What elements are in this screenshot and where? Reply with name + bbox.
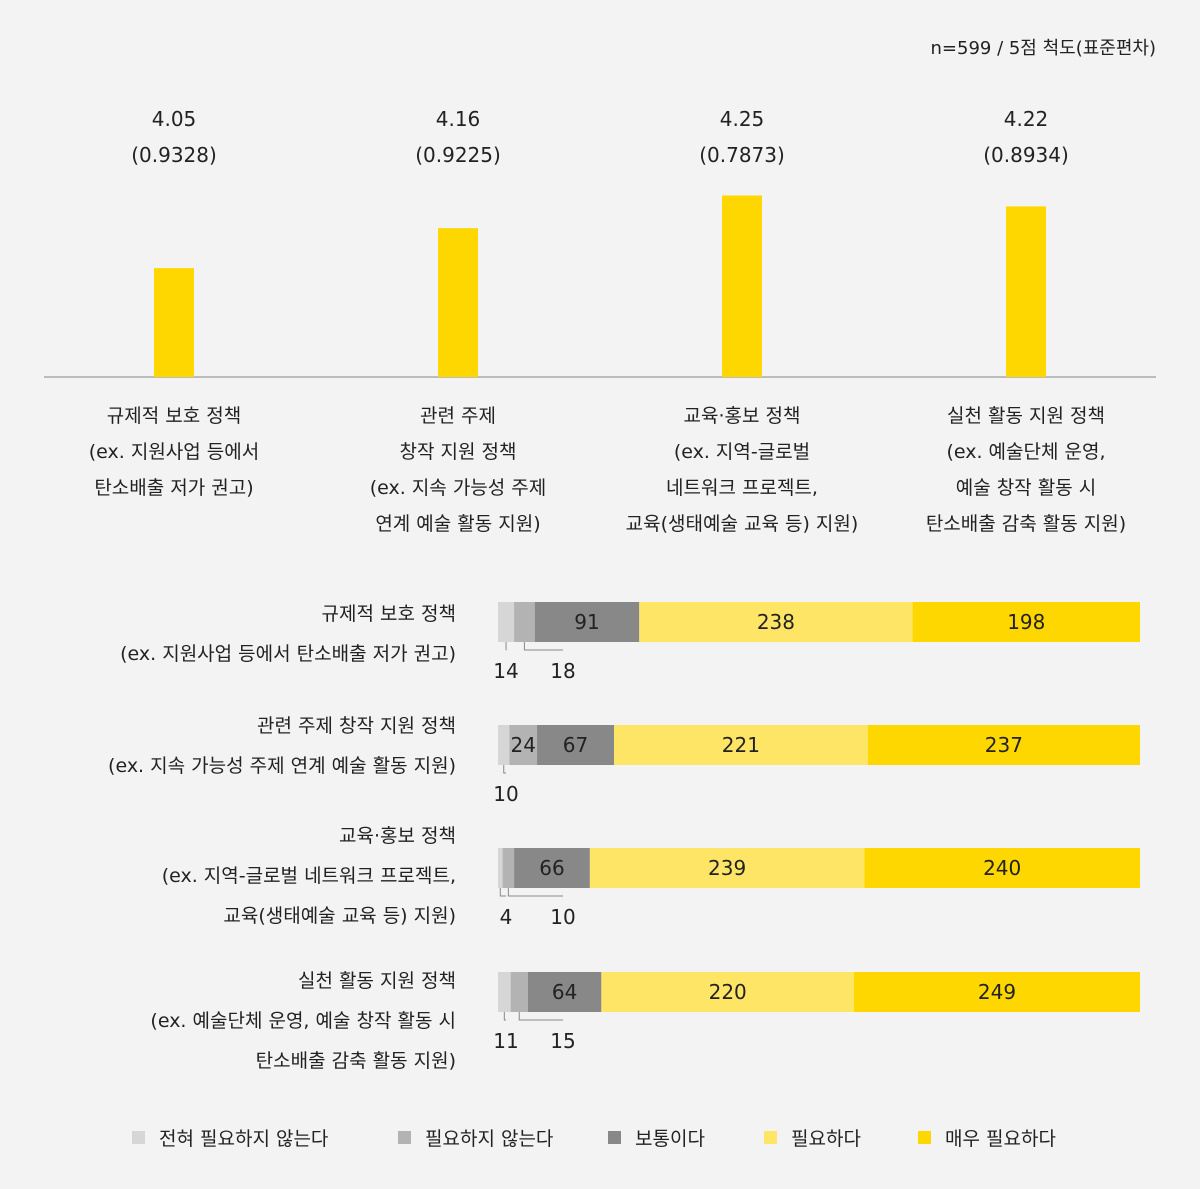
row-label: 규제적 보호 정책 (ex. 지원사업 등에서 탄소배출 저가 권고) [120,603,456,665]
segment-value-label: 67 [563,733,588,757]
segment-value-label: 14 [493,659,518,683]
leader-line [507,888,563,897]
std-value-label: (0.9328) [131,143,217,167]
mean-value-label: 4.22 [1004,107,1049,131]
row-label: 실천 활동 지원 정책 (ex. 예술단체 운영, 예술 창작 활동 시 탄소배… [150,970,456,1072]
segment-value-label: 238 [757,610,795,634]
mean-bar [438,228,478,377]
category-label: 교육·홍보 정책 (ex. 지역-글로벌 네트워크 프로젝트, 교육(생태예술 … [625,405,859,535]
category-label: 실천 활동 지원 정책 (ex. 예술단체 운영, 예술 창작 활동 시 탄소배… [925,405,1127,535]
segment-value-label: 64 [552,980,577,1004]
segment-value-label: 237 [985,733,1023,757]
legend-swatch [764,1131,777,1144]
stack-segment [498,972,511,1012]
segment-value-label: 198 [1007,610,1045,634]
segment-value-label: 249 [978,980,1016,1004]
stack-segment [502,848,515,888]
stack-segment [854,972,1140,1012]
legend: 전혀 필요하지 않는다 필요하지 않는다 보통이다 필요하다 매우 필요하다 [0,1124,1200,1154]
row-label: 교육·홍보 정책 (ex. 지역-글로벌 네트워크 프로젝트, 교육(생태예술 … [161,825,456,927]
stack-segment [867,725,1140,765]
stack-segment [639,602,913,642]
stack-segment [912,602,1140,642]
segment-value-label: 24 [511,733,536,757]
leader-line [499,888,506,897]
segment-value-label: 66 [539,856,564,880]
stack-segment [514,848,590,888]
legend-item: 필요하지 않는다 [398,1124,553,1151]
std-value-label: (0.9225) [415,143,501,167]
mean-bar [722,195,762,377]
legend-label: 전혀 필요하지 않는다 [159,1128,329,1150]
std-value-label: (0.8934) [983,143,1069,167]
category-label: 규제적 보호 정책 (ex. 지원사업 등에서 탄소배출 저가 권고) [88,405,260,499]
leader-line [523,642,563,651]
segment-value-label: 11 [493,1029,518,1053]
stack-segment [514,602,535,642]
legend-label: 매우 필요하다 [945,1128,1056,1150]
stack-segment [509,725,538,765]
stack-segment [589,848,865,888]
leader-line [503,1012,506,1021]
segment-value-label: 10 [493,782,518,806]
legend-label: 필요하다 [791,1128,861,1150]
legend-swatch [132,1131,145,1144]
legend-item: 매우 필요하다 [918,1124,1056,1151]
row-label: 관련 주제 창작 지원 정책 (ex. 지속 가능성 주제 연계 예술 활동 지… [108,715,456,777]
legend-item: 필요하다 [764,1124,861,1151]
stack-segment [510,972,528,1012]
legend-swatch [608,1131,621,1144]
segment-value-label: 220 [709,980,747,1004]
stack-segment [527,972,602,1012]
stack-segment [613,725,868,765]
stack-segment [498,848,503,888]
segment-value-label: 221 [722,733,760,757]
segment-value-label: 240 [983,856,1021,880]
mean-value-label: 4.05 [152,107,197,131]
stack-segment [534,602,640,642]
stack-segment [498,725,510,765]
category-label: 관련 주제 창작 지원 정책 (ex. 지속 가능성 주제 연계 예술 활동 지… [369,405,547,535]
stack-segment [498,602,515,642]
legend-swatch [918,1131,931,1144]
leader-line [503,765,506,774]
legend-label: 보통이다 [635,1128,705,1150]
legend-item: 보통이다 [608,1124,705,1151]
mean-score-bar-chart: 4.05 (0.9328) 4.16 (0.9225) 4.25 (0.7873) 4.22… [44,107,1156,378]
sample-note: n=599 / 5점 척도(표준편차) [930,38,1157,59]
segment-value-label: 10 [550,905,575,929]
segment-value-label: 91 [574,610,599,634]
mean-value-label: 4.25 [720,107,765,131]
legend-item: 전혀 필요하지 않는다 [132,1124,328,1151]
segment-value-label: 4 [500,905,513,929]
mean-bar [1006,206,1046,377]
segment-value-label: 239 [708,856,746,880]
leader-line [518,1012,563,1021]
legend-label: 필요하지 않는다 [425,1128,554,1150]
std-value-label: (0.7873) [699,143,785,167]
stack-segment [601,972,855,1012]
mean-bar [154,268,194,377]
stack-segment [537,725,614,765]
segment-value-label: 15 [550,1029,575,1053]
mean-value-label: 4.16 [436,107,481,131]
legend-swatch [398,1131,411,1144]
segment-value-label: 18 [550,659,575,683]
stack-segment [864,848,1140,888]
